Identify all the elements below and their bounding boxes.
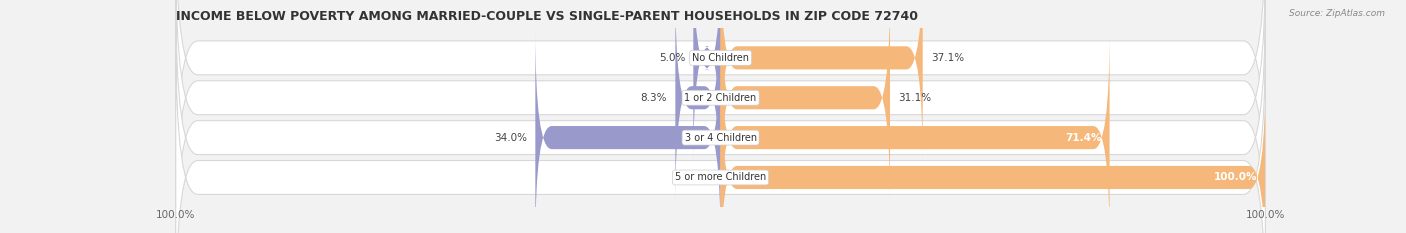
FancyBboxPatch shape (675, 0, 721, 206)
Text: 0.0%: 0.0% (686, 172, 713, 182)
Text: 71.4%: 71.4% (1064, 133, 1101, 143)
Text: 1 or 2 Children: 1 or 2 Children (685, 93, 756, 103)
FancyBboxPatch shape (536, 30, 721, 233)
Text: 5.0%: 5.0% (659, 53, 685, 63)
Text: No Children: No Children (692, 53, 749, 63)
FancyBboxPatch shape (721, 0, 890, 206)
FancyBboxPatch shape (721, 69, 1265, 233)
FancyBboxPatch shape (721, 30, 1109, 233)
Text: 34.0%: 34.0% (494, 133, 527, 143)
Text: 5 or more Children: 5 or more Children (675, 172, 766, 182)
Text: 3 or 4 Children: 3 or 4 Children (685, 133, 756, 143)
FancyBboxPatch shape (721, 0, 922, 166)
FancyBboxPatch shape (176, 35, 1265, 233)
Text: 8.3%: 8.3% (641, 93, 668, 103)
FancyBboxPatch shape (176, 0, 1265, 233)
FancyBboxPatch shape (693, 0, 721, 166)
Text: 100.0%: 100.0% (1213, 172, 1257, 182)
FancyBboxPatch shape (176, 0, 1265, 233)
Text: 31.1%: 31.1% (898, 93, 931, 103)
Text: Source: ZipAtlas.com: Source: ZipAtlas.com (1289, 9, 1385, 18)
FancyBboxPatch shape (176, 0, 1265, 200)
Text: INCOME BELOW POVERTY AMONG MARRIED-COUPLE VS SINGLE-PARENT HOUSEHOLDS IN ZIP COD: INCOME BELOW POVERTY AMONG MARRIED-COUPL… (176, 10, 918, 23)
Text: 37.1%: 37.1% (931, 53, 965, 63)
